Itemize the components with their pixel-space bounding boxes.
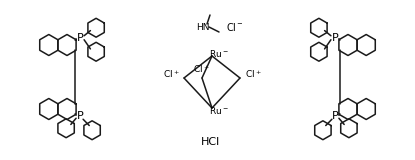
Text: Cl$^-$: Cl$^-$ [226, 21, 244, 33]
Text: P: P [77, 33, 83, 43]
Text: Ru$^-$: Ru$^-$ [209, 105, 229, 116]
Text: Cl$^+$: Cl$^+$ [163, 68, 179, 80]
Text: P: P [77, 111, 83, 121]
Text: P: P [332, 33, 338, 43]
Text: Cl$^+$: Cl$^+$ [193, 63, 209, 75]
Text: Ru$^-$: Ru$^-$ [209, 48, 229, 59]
Text: Cl$^+$: Cl$^+$ [245, 68, 261, 80]
Text: HN: HN [196, 23, 210, 32]
Text: P: P [332, 111, 338, 121]
Text: HCl: HCl [200, 137, 220, 147]
